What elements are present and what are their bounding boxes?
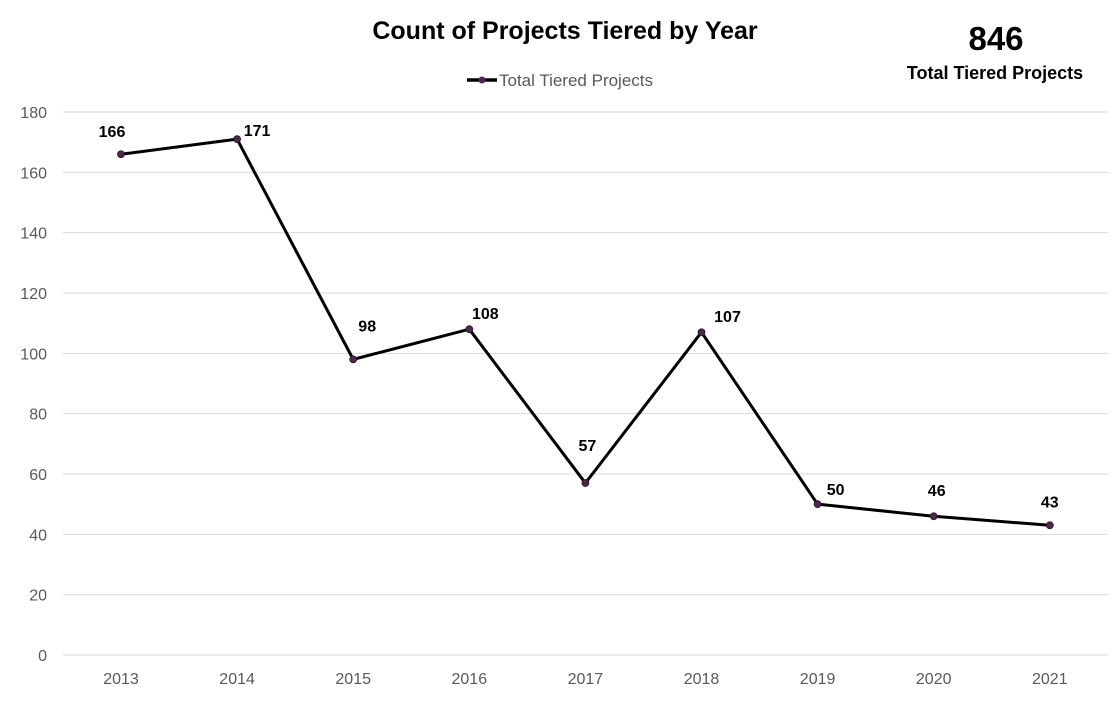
x-tick-label: 2014 (219, 671, 255, 688)
x-tick-label: 2016 (452, 671, 488, 688)
data-label: 43 (1041, 494, 1059, 511)
data-label: 50 (827, 482, 845, 499)
data-point (349, 355, 358, 364)
y-tick-label: 60 (29, 467, 47, 484)
legend: Total Tiered Projects (467, 71, 653, 90)
data-label: 171 (244, 123, 271, 140)
legend-label: Total Tiered Projects (499, 71, 653, 90)
series-line (120, 137, 1050, 527)
legend-marker-swatch (478, 76, 486, 84)
y-tick-label: 160 (20, 165, 47, 182)
data-label: 98 (358, 318, 376, 335)
kpi-value: 846 (968, 20, 1023, 57)
y-tick-label: 100 (20, 346, 47, 363)
data-point (929, 512, 938, 521)
y-tick-label: 140 (20, 226, 47, 243)
kpi-label: Total Tiered Projects (907, 63, 1083, 83)
x-tick-label: 2018 (684, 671, 720, 688)
x-tick-label: 2020 (916, 671, 952, 688)
data-label: 57 (579, 438, 597, 455)
x-tick-label: 2015 (335, 671, 371, 688)
x-tick-label: 2013 (103, 671, 139, 688)
y-tick-label: 20 (29, 588, 47, 605)
data-label: 107 (714, 309, 741, 326)
x-axis-ticks: 2013 2014 2015 2016 2017 2018 2019 2020 2021 (103, 671, 1067, 688)
y-tick-label: 120 (20, 286, 47, 303)
y-tick-label: 80 (29, 407, 47, 424)
y-tick-label: 40 (29, 527, 47, 544)
y-tick-label: 180 (20, 105, 47, 122)
series-total-tiered-projects (117, 135, 1054, 530)
data-point (465, 325, 474, 334)
data-labels: 166 171 98 108 57 107 50 46 43 (99, 123, 1059, 511)
data-label: 46 (928, 483, 946, 500)
y-tick-label: 0 (38, 648, 47, 665)
data-label: 166 (99, 124, 126, 141)
gridlines (63, 111, 1108, 656)
data-point (697, 328, 706, 337)
y-axis-ticks: 0 20 40 60 80 100 120 140 160 180 (20, 105, 47, 665)
x-tick-label: 2021 (1032, 671, 1068, 688)
data-point (117, 150, 125, 159)
x-tick-label: 2017 (568, 671, 604, 688)
x-tick-label: 2019 (800, 671, 836, 688)
data-point (813, 500, 822, 509)
data-label: 108 (472, 306, 499, 323)
chart-title: Count of Projects Tiered by Year (372, 17, 758, 45)
data-point (1045, 521, 1054, 530)
data-point (581, 479, 590, 487)
data-point (233, 135, 242, 144)
